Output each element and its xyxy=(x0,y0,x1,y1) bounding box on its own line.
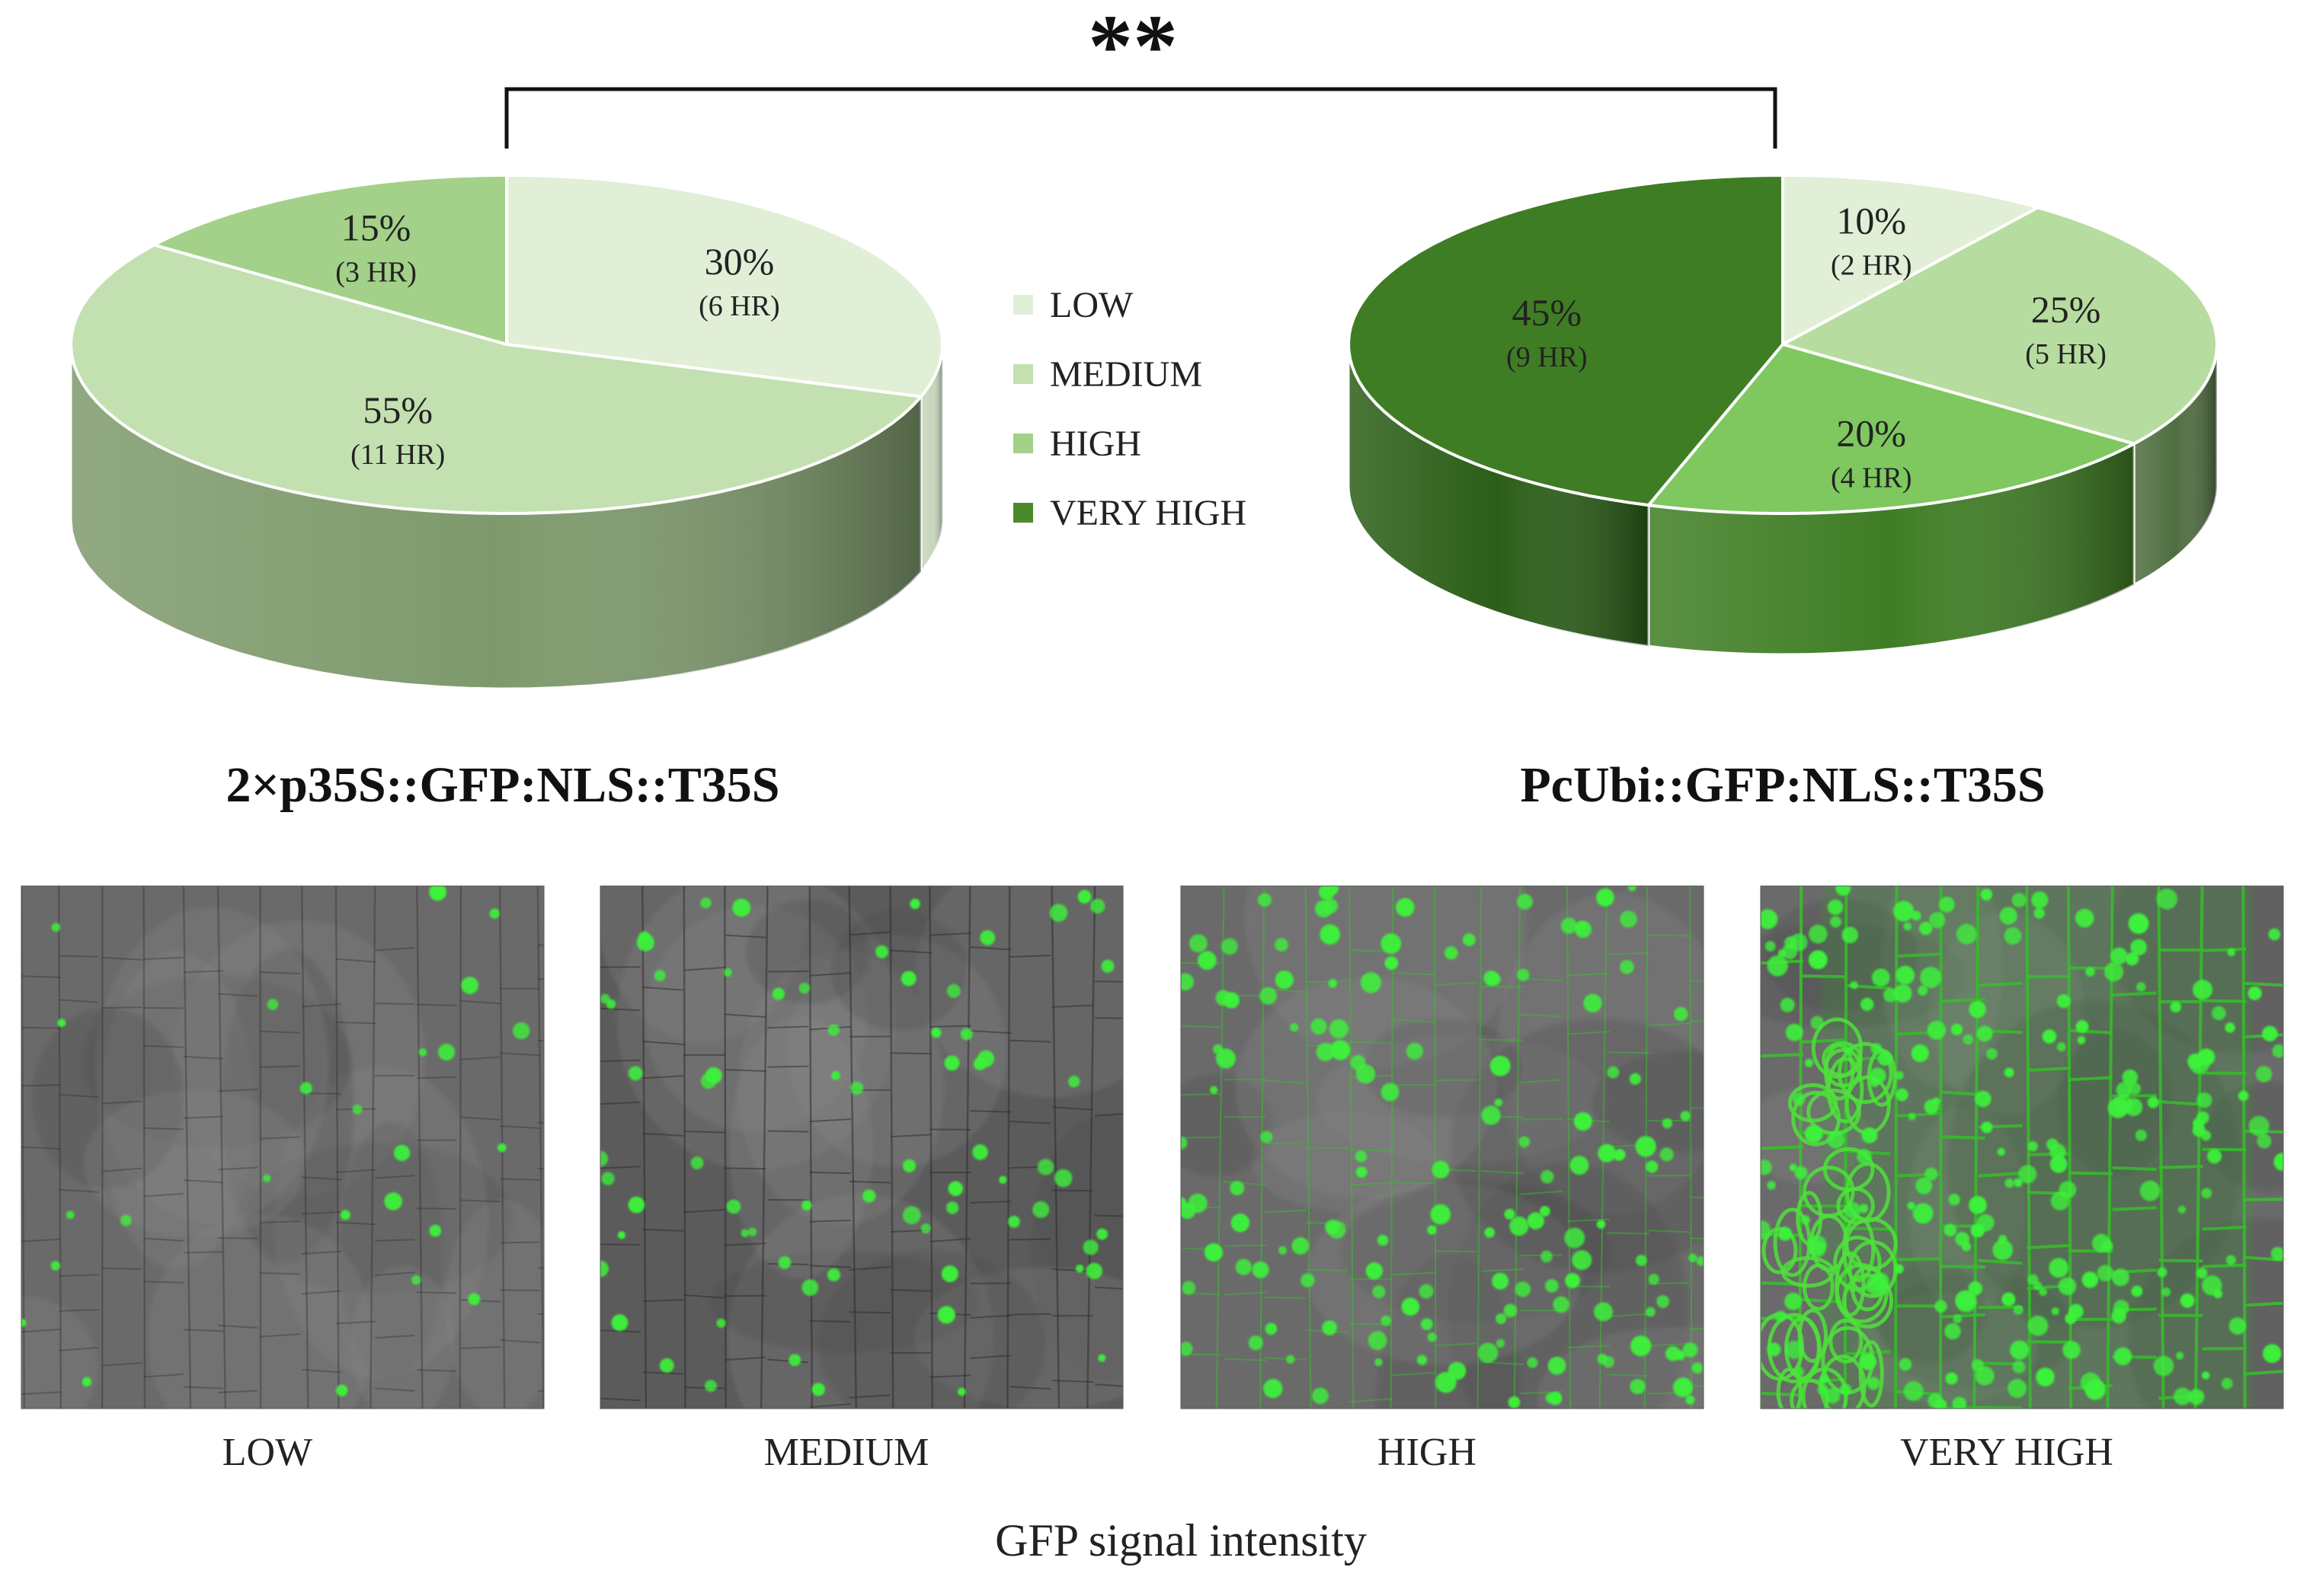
pie-label-percent: 15% xyxy=(341,206,411,248)
pie-slice-very-high xyxy=(1347,174,1784,507)
pie-label-count: (6 HR) xyxy=(699,290,780,322)
pie-label-percent: 10% xyxy=(1836,200,1906,242)
pie-side-shade xyxy=(71,344,921,689)
pie-slice-medium xyxy=(69,243,923,515)
legend-swatch-low xyxy=(1013,295,1033,315)
micrograph-high xyxy=(1180,885,1704,1409)
pie-slice-medium xyxy=(1781,206,2219,446)
micrograph-label: LOW xyxy=(222,1431,312,1474)
legend-label: MEDIUM xyxy=(1050,354,1202,395)
pie-label-percent: 25% xyxy=(2031,288,2101,331)
chart-title-2x35S: 2×p35S::GFP:NLS::T35S xyxy=(226,757,780,813)
micrograph-row: LOW MEDIUM HIGH VERY HIGH xyxy=(21,885,2284,1474)
pie-side-shade xyxy=(1348,344,1649,647)
pie-label-count: (5 HR) xyxy=(2025,338,2107,370)
pie-label-count: (11 HR) xyxy=(350,439,445,471)
legend-label: VERY HIGH xyxy=(1050,493,1246,533)
pie-slice-low xyxy=(1781,174,2039,346)
pie-side-shade xyxy=(921,344,942,572)
pie-side-shade xyxy=(1648,443,2135,654)
significance-bracket: ** xyxy=(504,0,1777,149)
chart-title-pcubi: PcUbi::GFP:NLS::T35S xyxy=(1520,757,2045,813)
pie-chart-pcubi: 10% (2 HR) 25% (5 HR) 20% (4 HR) 45% (9 HR) xyxy=(1347,174,2219,656)
legend-swatch-high xyxy=(1013,433,1033,453)
pie-label-percent: 30% xyxy=(705,240,775,283)
micrograph-medium xyxy=(600,885,1124,1409)
pie-slice-high xyxy=(152,174,508,346)
pie-chart-2x35S: 30% (6 HR) 55% (11 HR) 15% (3 HR) xyxy=(69,174,944,690)
pie-label-count: (3 HR) xyxy=(335,256,417,288)
legend-swatch-very-high xyxy=(1013,503,1033,523)
micrograph-very-high xyxy=(1760,885,2284,1409)
legend: LOW MEDIUM HIGH VERY HIGH xyxy=(1013,285,1246,533)
pie-slice-low xyxy=(505,174,944,398)
micrograph-low xyxy=(21,885,545,1409)
pie-label-count: (2 HR) xyxy=(1831,250,1912,282)
micrograph-label: HIGH xyxy=(1377,1431,1476,1474)
legend-swatch-medium xyxy=(1013,364,1033,384)
x-axis-title: GFP signal intensity xyxy=(995,1515,1367,1566)
pie-label-percent: 20% xyxy=(1836,411,1906,454)
pie-side-shade xyxy=(2134,344,2217,585)
pie-label-percent: 45% xyxy=(1512,291,1582,334)
pie-slice-high xyxy=(1646,343,2136,515)
micrograph-label: VERY HIGH xyxy=(1900,1431,2113,1474)
pie-label-count: (9 HR) xyxy=(1506,341,1588,373)
micrograph-label: MEDIUM xyxy=(764,1431,929,1474)
bracket-line xyxy=(504,87,1777,149)
pie-label-percent: 55% xyxy=(363,389,433,431)
pie-label-count: (4 HR) xyxy=(1831,462,1912,494)
significance-marker: ** xyxy=(1088,0,1178,96)
legend-label: LOW xyxy=(1050,285,1134,325)
legend-label: HIGH xyxy=(1050,424,1141,464)
